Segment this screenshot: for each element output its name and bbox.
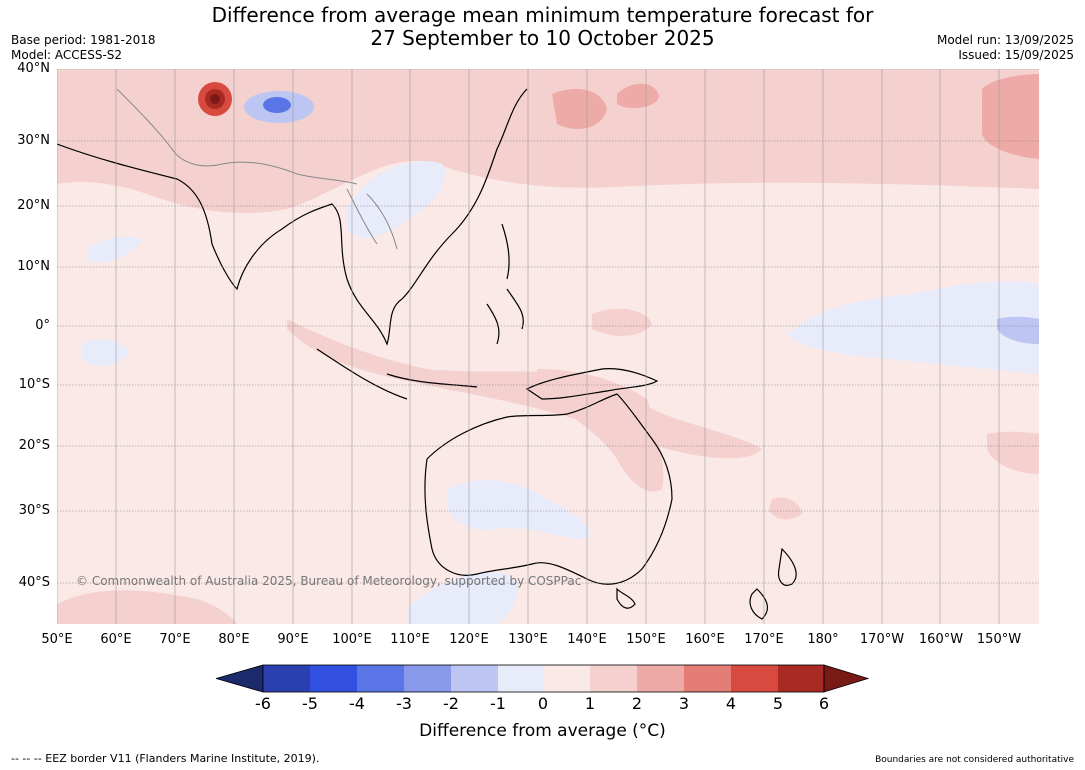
colorbar-tick: -4 bbox=[349, 694, 365, 713]
lat-label-10n: 10°N bbox=[17, 259, 50, 274]
colorbar-underflow bbox=[216, 664, 264, 693]
lon-label-140e: 140°E bbox=[567, 632, 607, 647]
coastline-philippines bbox=[486, 223, 524, 345]
anomaly-warm-asia bbox=[325, 101, 388, 122]
colorbar-bin bbox=[498, 665, 543, 692]
colorbar-tick: 2 bbox=[631, 694, 643, 713]
lat-label-0: 0° bbox=[35, 318, 50, 333]
title-line-2: 27 September to 10 October 2025 bbox=[370, 26, 715, 50]
country-borders bbox=[116, 88, 398, 250]
forecast-map: © Commonwealth of Australia 2025, Bureau… bbox=[57, 69, 1039, 624]
lat-label-40s: 40°S bbox=[18, 575, 50, 590]
colorbar-bin bbox=[731, 665, 778, 692]
model-run: Model run: 13/09/2025 bbox=[936, 33, 1074, 47]
lat-label-20n: 20°N bbox=[17, 198, 50, 213]
colorbar-tick: 3 bbox=[678, 694, 690, 713]
lon-label-170w: 170°W bbox=[859, 632, 905, 647]
lat-label-40n: 40°N bbox=[17, 61, 50, 76]
lon-label-70e: 70°E bbox=[159, 632, 191, 647]
anomaly-warm-equator bbox=[592, 308, 652, 336]
model-name: Model: ACCESS-S2 bbox=[11, 48, 123, 62]
colorbar-tick: -5 bbox=[302, 694, 318, 713]
colorbar bbox=[216, 664, 870, 693]
coastline-asia bbox=[57, 88, 528, 346]
colorbar-tick: -2 bbox=[443, 694, 459, 713]
border-southeast-asia bbox=[346, 188, 398, 250]
lon-label-160e: 160°E bbox=[685, 632, 725, 647]
anomaly-warm-northeast bbox=[982, 74, 1039, 159]
anomaly-warm-east-australia bbox=[537, 369, 664, 492]
colorbar-bin bbox=[637, 665, 684, 692]
colorbar-bin bbox=[451, 665, 498, 692]
lon-label-90e: 90°E bbox=[277, 632, 309, 647]
anomaly-cool-southern-ocean bbox=[407, 572, 518, 624]
anomaly-warm-pacific-north bbox=[617, 83, 659, 109]
map-title: Difference from average mean minimum tem… bbox=[0, 4, 1085, 50]
anomaly-cold-tibet-inner bbox=[263, 97, 291, 113]
lat-label-20s: 20°S bbox=[18, 438, 50, 453]
lon-label-120e: 120°E bbox=[449, 632, 489, 647]
lon-label-180: 180° bbox=[807, 632, 839, 647]
border-asia bbox=[116, 88, 358, 185]
anomaly-warm-japan bbox=[552, 89, 607, 129]
anomaly-cool-australia bbox=[446, 480, 590, 539]
lon-label-50e: 50°E bbox=[41, 632, 73, 647]
lon-label-150w: 150°W bbox=[976, 632, 1022, 647]
issued-date: Issued: 15/09/2025 bbox=[958, 48, 1074, 62]
colorbar-bin bbox=[590, 665, 637, 692]
colorbar-frame bbox=[262, 664, 825, 693]
colorbar-tick: -3 bbox=[396, 694, 412, 713]
colorbar-bin bbox=[263, 665, 310, 692]
lon-label-80e: 80°E bbox=[218, 632, 250, 647]
boundaries-disclaimer: Boundaries are not considered authoritat… bbox=[875, 755, 1074, 765]
lon-label-130e: 130°E bbox=[508, 632, 548, 647]
lat-label-10s: 10°S bbox=[18, 377, 50, 392]
lat-label-30s: 30°S bbox=[18, 503, 50, 518]
colorbar-tick: 5 bbox=[772, 694, 784, 713]
anomaly-warm-tasman bbox=[769, 497, 802, 520]
colorbar-bin bbox=[684, 665, 731, 692]
anomaly-cool-pacific bbox=[787, 281, 1039, 374]
coastlines bbox=[57, 88, 797, 620]
longitude-gridlines bbox=[57, 69, 1000, 624]
coastline-tasmania bbox=[616, 587, 636, 609]
colorbar-bin bbox=[310, 665, 357, 692]
lat-label-30n: 30°N bbox=[17, 133, 50, 148]
lon-label-110e: 110°E bbox=[390, 632, 430, 647]
colorbar-tick: 1 bbox=[584, 694, 596, 713]
lon-label-170e: 170°E bbox=[744, 632, 784, 647]
anomaly-warm-south-indian bbox=[57, 590, 237, 624]
colorbar-overflow bbox=[823, 664, 870, 693]
colorbar-tick: -6 bbox=[255, 694, 271, 713]
meta-right: Model run: 13/09/2025 Issued: 15/09/2025 bbox=[937, 33, 1074, 63]
colorbar-tick: 6 bbox=[818, 694, 830, 713]
anomaly-cool-southeast-asia bbox=[347, 161, 446, 238]
colorbar-bin bbox=[357, 665, 404, 692]
colorbar-tick: 0 bbox=[537, 694, 549, 713]
lon-label-150e: 150°E bbox=[626, 632, 666, 647]
eez-legend: -- -- -- EEZ border V11 (Flanders Marine… bbox=[11, 752, 320, 765]
lon-label-100e: 100°E bbox=[332, 632, 372, 647]
colorbar-tick: -1 bbox=[490, 694, 506, 713]
lon-label-60e: 60°E bbox=[100, 632, 132, 647]
anomaly-cool-arabian bbox=[87, 236, 142, 263]
meta-left: Base period: 1981-2018 Model: ACCESS-S2 bbox=[11, 33, 156, 63]
colorbar-label: Difference from average (°C) bbox=[419, 721, 666, 741]
colorbar-bin bbox=[778, 665, 824, 692]
anomaly-cool-indian bbox=[82, 339, 129, 366]
anomaly-cool-pacific-core bbox=[997, 316, 1039, 344]
base-period: Base period: 1981-2018 bbox=[11, 33, 156, 47]
colorbar-bin bbox=[543, 665, 590, 692]
colorbar-bin bbox=[404, 665, 451, 692]
anomaly-warm-south-pacific bbox=[987, 431, 1039, 474]
lon-label-160w: 160°W bbox=[918, 632, 964, 647]
coastline-new-zealand bbox=[749, 547, 797, 620]
title-line-1: Difference from average mean minimum tem… bbox=[211, 3, 874, 27]
coastline-new-guinea bbox=[525, 368, 659, 400]
anomaly-hot-core-inner bbox=[210, 94, 220, 104]
coastline-australia bbox=[424, 393, 673, 585]
colorbar-tick: 4 bbox=[725, 694, 737, 713]
copyright-notice: © Commonwealth of Australia 2025, Bureau… bbox=[76, 574, 581, 588]
